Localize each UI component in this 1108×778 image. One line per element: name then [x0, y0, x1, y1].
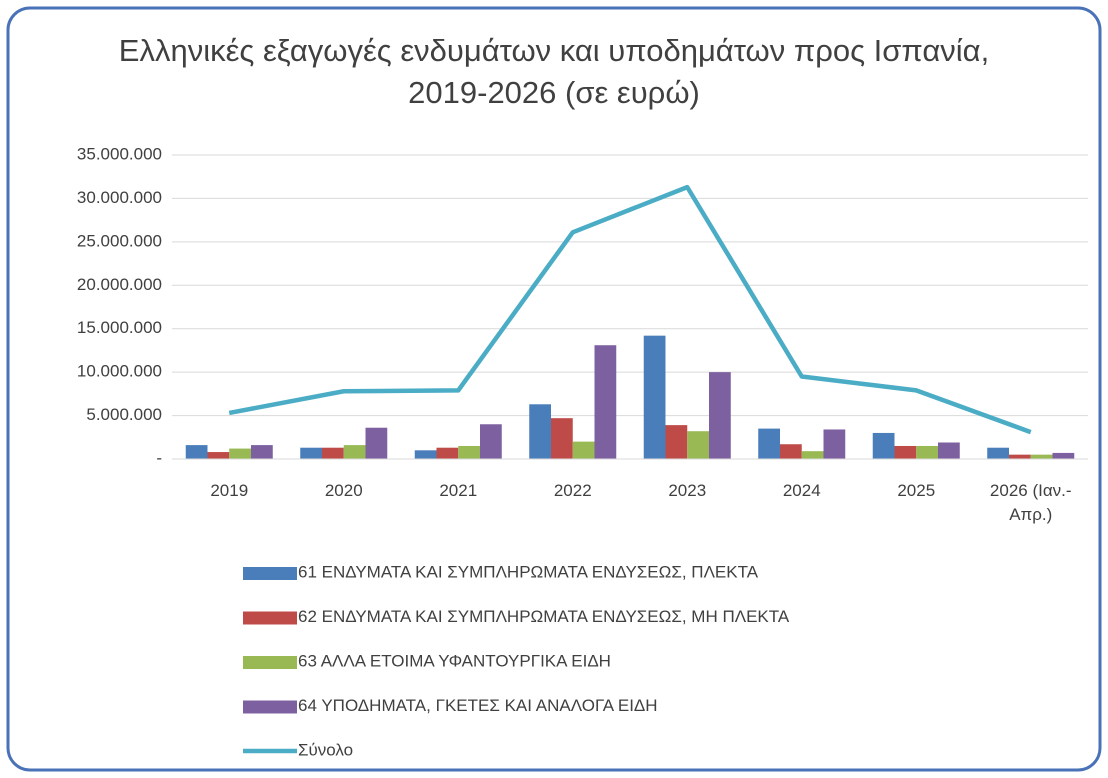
legend-label: 64 ΥΠΟΔΗΜΑΤΑ, ΓΚΕΤΕΣ ΚΑΙ ΑΝΑΛΟΓΑ ΕΙΔΗ	[298, 696, 658, 715]
bar	[758, 428, 780, 459]
x-tick-label: 2019	[210, 481, 249, 500]
bar	[529, 404, 551, 459]
bar	[594, 345, 617, 459]
bar	[414, 450, 437, 459]
bar	[894, 445, 917, 459]
y-tick-label: 35.000.000	[77, 144, 162, 163]
y-tick-label: 10.000.000	[77, 362, 162, 381]
bar	[1052, 452, 1075, 459]
bar	[687, 431, 710, 459]
bar	[872, 432, 895, 459]
bar	[480, 424, 502, 459]
x-tick-label: 2021	[439, 481, 478, 500]
bar	[207, 452, 230, 459]
legend-label: 62 ΕΝΔΥΜΑΤΑ ΚΑΙ ΣΥΜΠΛΗΡΩΜΑΤΑ ΕΝΔΥΣΕΩΣ, Μ…	[298, 607, 790, 626]
bar	[709, 372, 731, 459]
legend-swatch	[243, 700, 297, 714]
y-tick-label: 15.000.000	[77, 318, 162, 337]
x-tick-label: 2026 (Ιαν.-Απρ.)	[989, 481, 1072, 524]
bar	[1008, 454, 1031, 459]
bar	[1030, 454, 1053, 459]
bar	[665, 425, 688, 459]
bar	[550, 418, 573, 459]
legend-label: 63 ΑΛΛΑ ΕΤΟΙΜΑ ΥΦΑΝΤΟΥΡΓΙΚΑ ΕΙΔΗ	[298, 651, 611, 670]
bar	[343, 445, 366, 459]
bar	[643, 335, 666, 459]
legend-swatch	[243, 656, 297, 669]
bar	[987, 447, 1009, 459]
bar	[436, 447, 459, 459]
legend-swatch	[243, 611, 297, 625]
x-tick-label: 2024	[782, 481, 821, 500]
legend-label: Σύνολο	[298, 740, 353, 759]
legend-label: 61 ΕΝΔΥΜΑΤΑ ΚΑΙ ΣΥΜΠΛΗΡΩΜΑΤΑ ΕΝΔΥΣΕΩΣ, Π…	[298, 562, 759, 581]
legend-swatch	[243, 567, 297, 580]
y-tick-label: 25.000.000	[77, 231, 162, 250]
bar	[916, 445, 939, 459]
x-tick-label: 2020	[324, 481, 363, 500]
bar	[365, 427, 388, 459]
chart-title: Ελληνικές εξαγωγές ενδυμάτων και υποδημά…	[118, 33, 990, 110]
y-tick-label: 30.000.000	[77, 188, 162, 207]
y-tick-label: 20.000.000	[77, 275, 162, 294]
total-line	[228, 184, 1032, 435]
x-tick-label: 2025	[897, 481, 936, 500]
x-tick-label: 2022	[553, 481, 592, 500]
bar	[823, 429, 846, 459]
bar	[938, 442, 960, 459]
bar	[572, 441, 595, 459]
bar	[321, 447, 344, 459]
bar	[185, 445, 208, 459]
bar	[300, 447, 322, 459]
bar	[229, 448, 252, 459]
x-tick-label: 2023	[668, 481, 707, 500]
y-tick-label: -	[156, 448, 162, 467]
bar	[779, 444, 802, 459]
y-tick-label: 5.000.000	[86, 405, 162, 424]
bar	[458, 445, 481, 459]
bar	[251, 445, 273, 459]
bar	[801, 451, 824, 459]
